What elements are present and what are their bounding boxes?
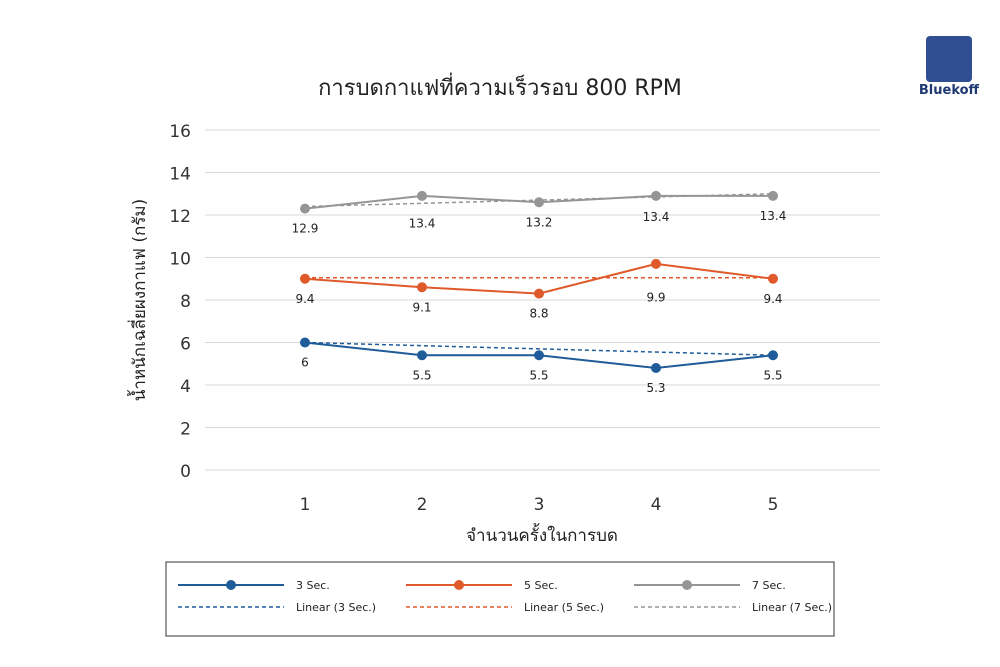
y-tick-label: 6	[180, 335, 191, 355]
series-lines	[300, 190, 778, 373]
data-point	[534, 288, 544, 299]
legend-label: Linear (5 Sec.)	[524, 601, 604, 614]
legend-label: 3 Sec.	[296, 579, 330, 592]
legend-marker	[454, 580, 464, 590]
y-tick-label: 14	[169, 165, 191, 185]
data-point	[300, 203, 310, 214]
x-tick-labels: 1 2 3 4 5	[300, 495, 779, 515]
data-point	[651, 258, 661, 269]
data-label: 5.5	[763, 368, 782, 382]
data-point	[417, 282, 427, 293]
brand-logo-mark	[926, 36, 972, 82]
brand-logo-text: Bluekoff	[918, 83, 980, 98]
y-tick-label: 2	[180, 420, 191, 440]
data-point	[417, 350, 427, 361]
legend-label: 5 Sec.	[524, 579, 558, 592]
legend-label: Linear (3 Sec.)	[296, 601, 376, 614]
data-label: 5.5	[412, 368, 431, 382]
data-label: 5.5	[529, 368, 548, 382]
legend-marker	[226, 580, 236, 590]
data-label: 13.4	[760, 209, 787, 223]
y-axis-label: น้ำหนักเฉลี่ยผงกาแฟ (กรัม)	[127, 199, 150, 401]
x-tick-label: 1	[300, 495, 311, 515]
data-labels: 6 5.5 5.5 5.3 5.5 9.4 9.1 8.8 9.9 9.4 12.9 13.4 13.2…	[292, 209, 787, 395]
data-point	[534, 350, 544, 361]
data-point	[651, 190, 661, 201]
chart-title: การบดกาแฟที่ความเร็วรอบ 800 RPM	[318, 72, 682, 101]
data-point	[651, 363, 661, 373]
y-tick-label: 8	[180, 292, 191, 312]
x-tick-label: 4	[651, 495, 662, 515]
legend-box	[165, 561, 835, 637]
data-label: 9.9	[646, 291, 665, 305]
trendline	[304, 341, 774, 356]
x-tick-label: 2	[417, 495, 428, 515]
data-point	[534, 197, 544, 208]
data-point	[768, 273, 778, 284]
data-label: 13.2	[526, 215, 553, 229]
x-axis-label: จำนวนครั้งในการบด	[466, 523, 618, 546]
x-tick-label: 3	[534, 495, 545, 515]
y-tick-labels: 0 2 4 6 8 10 12 14 16	[169, 122, 191, 482]
data-label: 6	[301, 356, 309, 370]
data-point	[300, 273, 310, 284]
data-point	[300, 337, 310, 348]
legend-marker	[682, 580, 692, 590]
y-tick-label: 4	[180, 377, 191, 397]
y-tick-label: 0	[180, 462, 191, 482]
data-label: 8.8	[529, 307, 548, 321]
y-tick-label: 12	[169, 207, 191, 227]
data-label: 9.1	[412, 300, 431, 314]
legend-label: Linear (7 Sec.)	[752, 601, 832, 614]
x-tick-label: 5	[768, 495, 779, 515]
y-tick-label: 16	[169, 122, 191, 142]
data-label: 12.9	[292, 222, 319, 236]
data-point	[768, 190, 778, 201]
data-label: 5.3	[646, 381, 665, 395]
data-label: 9.4	[295, 292, 314, 306]
data-point	[768, 350, 778, 361]
data-label: 13.4	[409, 216, 436, 230]
data-point	[417, 190, 427, 201]
data-label: 13.4	[643, 210, 670, 224]
legend: 3 Sec. 5 Sec. 7 Sec. Linear (3 Sec.) Linear …	[165, 561, 835, 637]
y-tick-label: 10	[169, 250, 191, 270]
data-label: 9.4	[763, 292, 782, 306]
legend-label: 7 Sec.	[752, 579, 786, 592]
grid-lines	[205, 129, 880, 471]
